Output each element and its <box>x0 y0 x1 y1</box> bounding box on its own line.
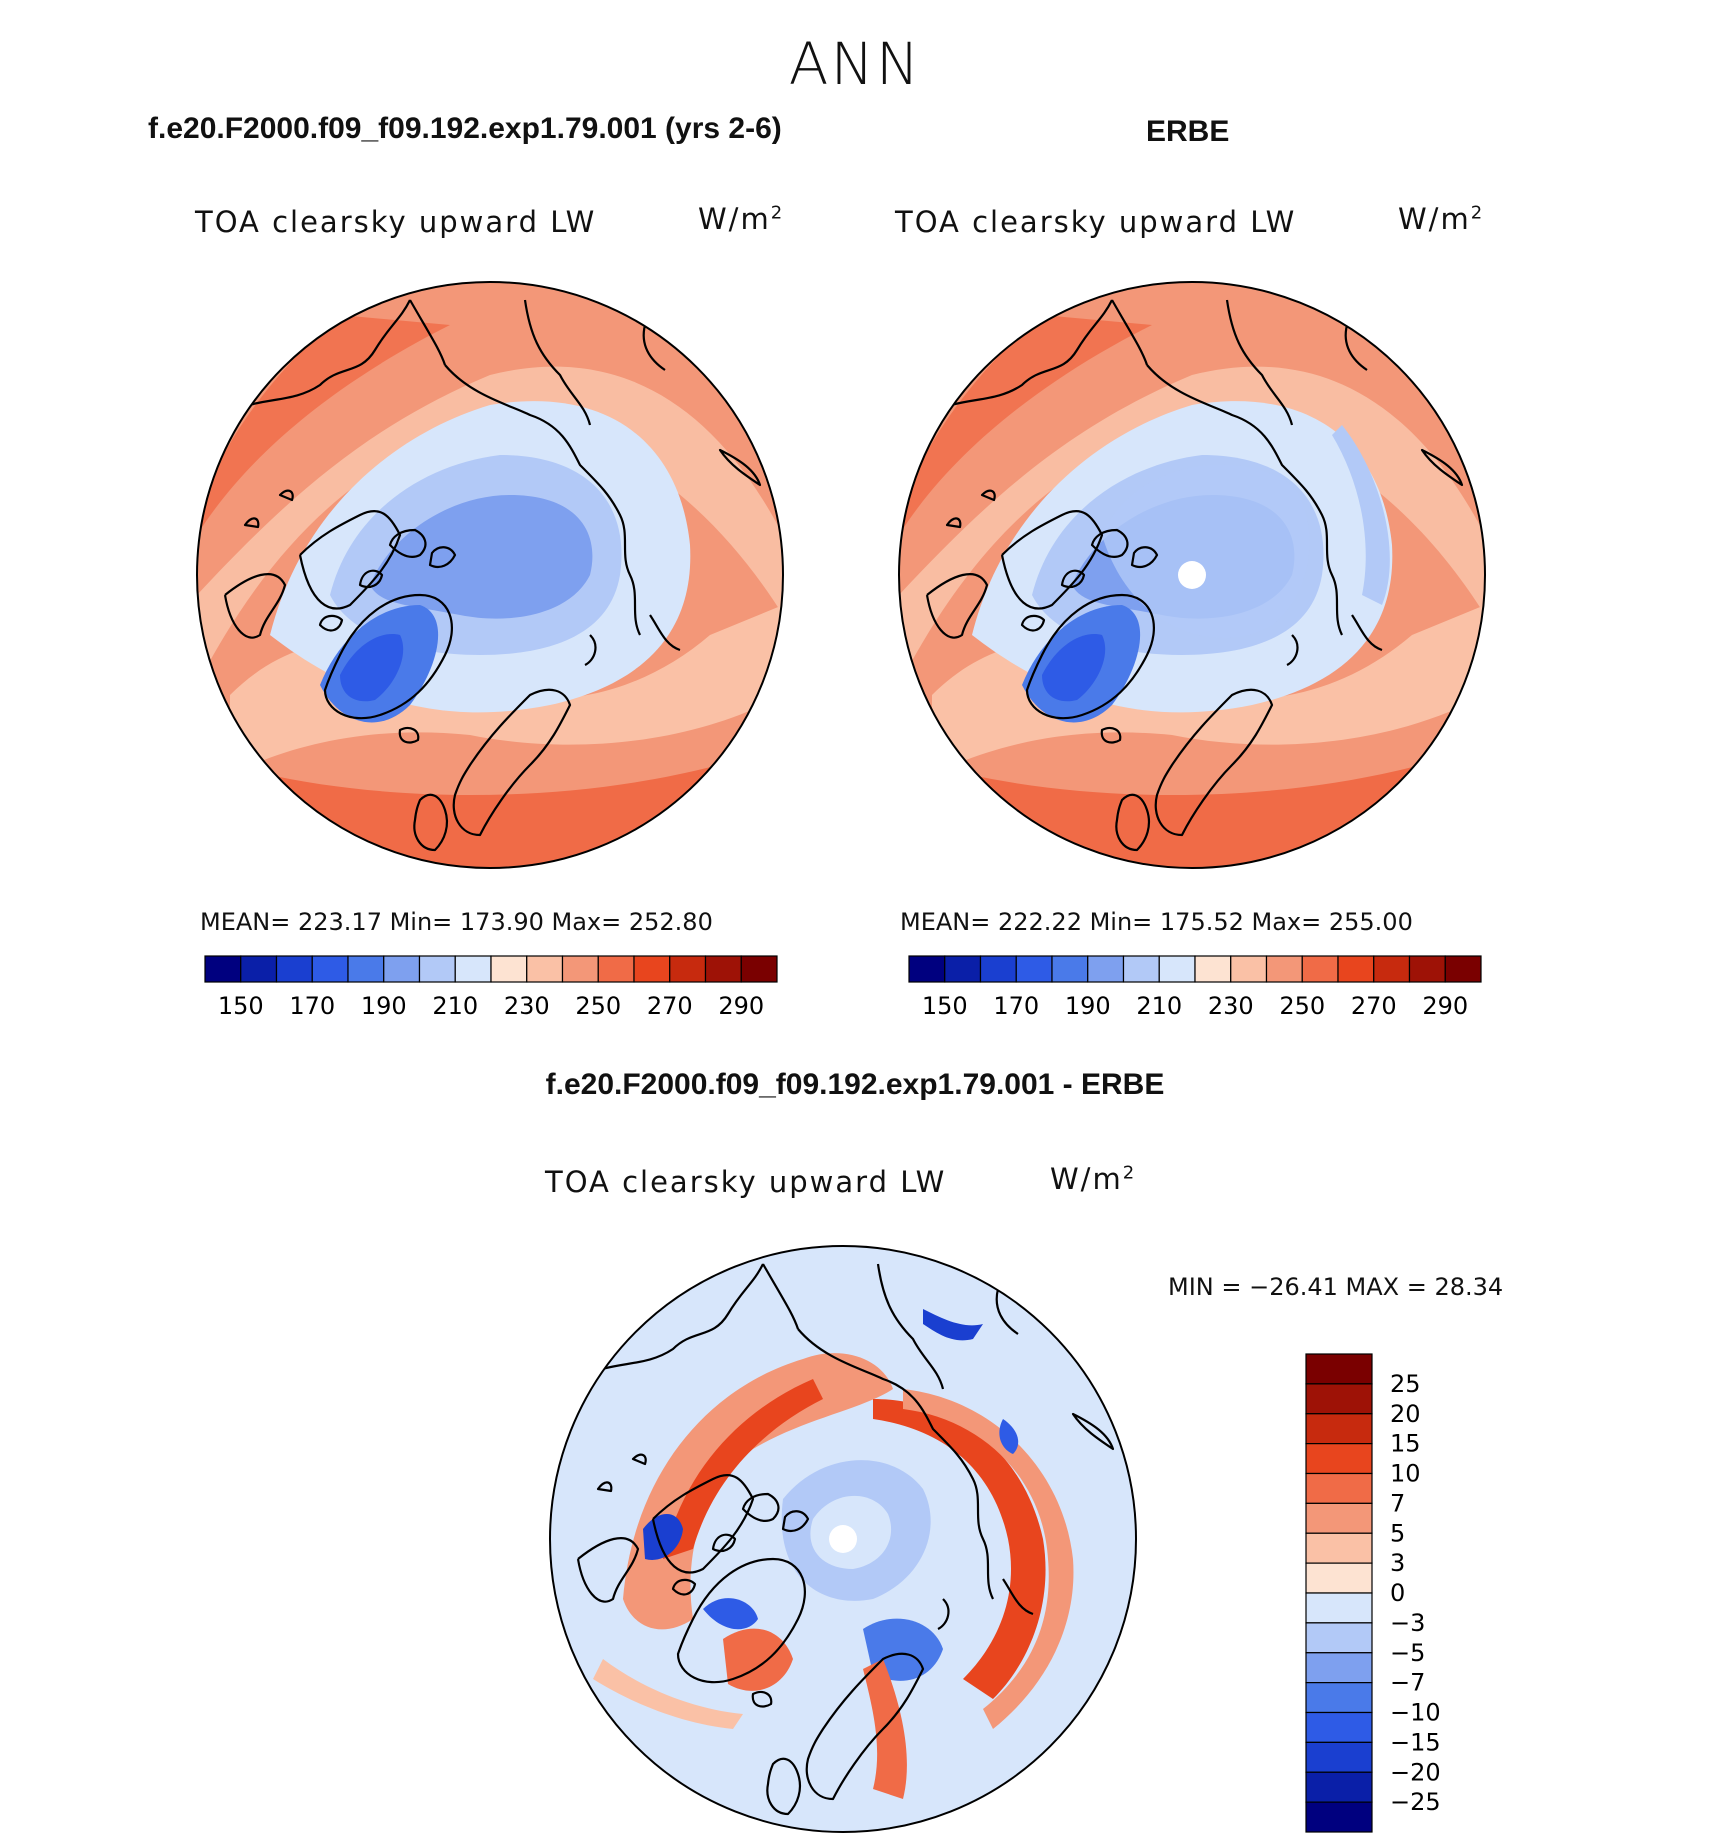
colorbar-tick-label: 190 <box>361 992 407 1020</box>
colorbar-swatch <box>1305 1801 1373 1833</box>
colorbar-swatch <box>526 955 564 983</box>
colorbar-tick-label: 190 <box>1065 992 1111 1020</box>
colorbar-tick-label: 150 <box>922 992 968 1020</box>
colorbar-tick-label: 10 <box>1390 1460 1421 1488</box>
colorbar-swatch <box>1265 955 1303 983</box>
model-units-label: W/m2 <box>698 202 785 236</box>
obs-map <box>898 281 1486 869</box>
colorbar-swatch <box>1230 955 1268 983</box>
colorbar-tick-label: 15 <box>1390 1430 1421 1458</box>
colorbar-swatch <box>1305 1652 1373 1684</box>
colorbar-tick-label: −3 <box>1390 1609 1425 1637</box>
model-colorbar: 150 170 190 210 230 250 270 290 <box>204 955 778 1020</box>
obs-variable-label: TOA clearsky upward LW <box>895 205 1297 239</box>
colorbar-swatch <box>490 955 528 983</box>
colorbar-tick-label: 5 <box>1390 1519 1405 1547</box>
colorbar-swatch <box>1305 1711 1373 1743</box>
colorbar-swatch <box>944 955 982 983</box>
colorbar-tick-label: 210 <box>1136 992 1182 1020</box>
colorbar-swatch <box>454 955 492 983</box>
colorbar-swatch <box>1305 1622 1373 1654</box>
colorbar-swatch <box>383 955 421 983</box>
model-map <box>196 281 784 869</box>
colorbar-tick-label: 0 <box>1390 1579 1405 1607</box>
colorbar-swatch <box>418 955 456 983</box>
colorbar-swatch <box>1408 955 1446 983</box>
colorbar-tick-label: −20 <box>1390 1758 1441 1786</box>
colorbar-swatch <box>1158 955 1196 983</box>
colorbar-tick-label: 20 <box>1390 1400 1421 1428</box>
colorbar-swatch <box>1305 1383 1373 1415</box>
colorbar-swatch <box>1305 1413 1373 1445</box>
colorbar-swatch <box>1305 1682 1373 1714</box>
colorbar-tick-label: 170 <box>993 992 1039 1020</box>
colorbar-tick-label: 290 <box>718 992 764 1020</box>
colorbar-swatch <box>1305 1443 1373 1475</box>
colorbar-tick-label: −10 <box>1390 1699 1441 1727</box>
diff-variable-label: TOA clearsky upward LW <box>545 1165 947 1199</box>
difference-title: f.e20.F2000.f09_f09.192.exp1.79.001 - ER… <box>545 1068 1165 1101</box>
colorbar-swatch <box>704 955 742 983</box>
colorbar-swatch <box>1337 955 1375 983</box>
colorbar-swatch <box>204 955 242 983</box>
colorbar-swatch <box>1122 955 1160 983</box>
colorbar-swatch <box>740 955 778 983</box>
diff-units-label: W/m2 <box>1050 1162 1137 1196</box>
colorbar-tick-label: 270 <box>647 992 693 1020</box>
colorbar-swatch <box>347 955 385 983</box>
colorbar-swatch <box>908 955 946 983</box>
colorbar-swatch <box>1305 1592 1373 1624</box>
obs-units-label: W/m2 <box>1398 202 1485 236</box>
model-case-title: f.e20.F2000.f09_f09.192.exp1.79.001 (yrs… <box>148 112 782 145</box>
colorbar-tick-label: 250 <box>575 992 621 1020</box>
obs-colorbar: 150 170 190 210 230 250 270 290 <box>908 955 1482 1020</box>
colorbar-tick-label: 150 <box>218 992 264 1020</box>
colorbar-tick-label: 170 <box>289 992 335 1020</box>
colorbar-swatch <box>311 955 349 983</box>
colorbar-swatch <box>1015 955 1053 983</box>
colorbar-tick-label: 7 <box>1390 1489 1405 1517</box>
colorbar-tick-label: 230 <box>1208 992 1254 1020</box>
colorbar-tick-label: 210 <box>432 992 478 1020</box>
colorbar-swatch <box>275 955 313 983</box>
colorbar-swatch <box>1194 955 1232 983</box>
colorbar-swatch <box>1051 955 1089 983</box>
obs-title: ERBE <box>1146 115 1230 148</box>
colorbar-swatch <box>1305 1532 1373 1564</box>
colorbar-tick-label: −7 <box>1390 1669 1425 1697</box>
colorbar-swatch <box>1373 955 1411 983</box>
colorbar-swatch <box>240 955 278 983</box>
colorbar-swatch <box>979 955 1017 983</box>
colorbar-swatch <box>1444 955 1482 983</box>
colorbar-tick-label: 3 <box>1390 1549 1405 1577</box>
colorbar-swatch <box>633 955 671 983</box>
colorbar-swatch <box>1305 1472 1373 1504</box>
obs-stats: MEAN= 222.22 Min= 175.52 Max= 255.00 <box>900 908 1413 936</box>
colorbar-swatch <box>1305 1562 1373 1594</box>
colorbar-swatch <box>669 955 707 983</box>
diff-stats: MIN = −26.41 MAX = 28.34 <box>1168 1273 1504 1301</box>
difference-map <box>549 1245 1137 1833</box>
colorbar-swatch <box>1087 955 1125 983</box>
colorbar-tick-label: 290 <box>1422 992 1468 1020</box>
model-variable-label: TOA clearsky upward LW <box>195 205 597 239</box>
colorbar-tick-label: −5 <box>1390 1639 1425 1667</box>
colorbar-swatch <box>1305 1502 1373 1534</box>
colorbar-tick-label: 250 <box>1279 992 1325 1020</box>
colorbar-swatch <box>1301 955 1339 983</box>
colorbar-tick-label: 230 <box>504 992 550 1020</box>
colorbar-tick-label: −15 <box>1390 1728 1441 1756</box>
colorbar-tick-label: 25 <box>1390 1370 1421 1398</box>
colorbar-tick-label: −25 <box>1390 1788 1441 1816</box>
colorbar-swatch <box>561 955 599 983</box>
colorbar-tick-label: 270 <box>1351 992 1397 1020</box>
colorbar-swatch <box>597 955 635 983</box>
model-stats: MEAN= 223.17 Min= 173.90 Max= 252.80 <box>200 908 713 936</box>
season-title: ANN <box>788 30 922 98</box>
colorbar-swatch <box>1305 1771 1373 1803</box>
colorbar-swatch <box>1305 1353 1373 1385</box>
colorbar-swatch <box>1305 1741 1373 1773</box>
